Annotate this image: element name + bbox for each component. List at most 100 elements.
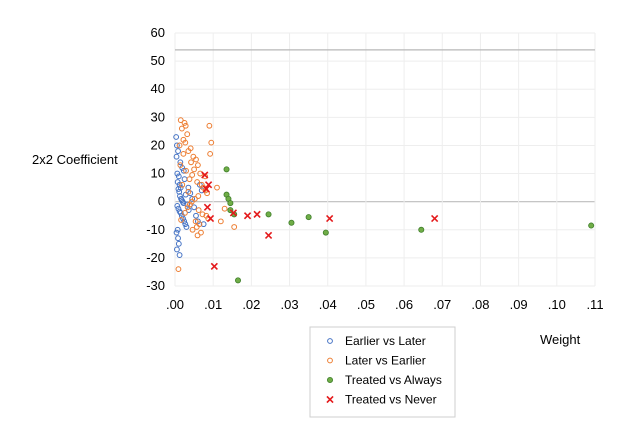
data-point xyxy=(588,222,595,229)
data-point xyxy=(181,218,188,225)
data-point xyxy=(229,209,238,217)
y-tick-label: -30 xyxy=(146,278,165,293)
legend-item: Treated vs Always xyxy=(326,373,442,387)
y-tick-label: -20 xyxy=(146,250,165,265)
data-point xyxy=(175,148,181,154)
data-point xyxy=(194,232,201,239)
data-point xyxy=(175,266,182,273)
data-point xyxy=(326,214,334,223)
data-point xyxy=(198,181,205,188)
series-layer xyxy=(173,117,595,284)
data-point xyxy=(253,210,261,218)
data-point xyxy=(326,376,333,383)
data-point xyxy=(180,200,187,206)
x-tick-label: .11 xyxy=(586,297,603,312)
y-tick-label: 30 xyxy=(151,109,165,124)
x-tick-label: .03 xyxy=(281,297,299,312)
data-point xyxy=(322,229,329,236)
x-tick-label: .04 xyxy=(319,297,337,312)
data-point xyxy=(180,167,187,174)
data-point xyxy=(174,226,181,233)
data-point xyxy=(195,162,201,169)
data-point xyxy=(201,171,209,179)
data-point xyxy=(184,131,191,138)
x-axis-title: Weight xyxy=(540,332,581,347)
series-3 xyxy=(201,171,439,270)
data-point xyxy=(176,142,183,149)
x-tick-label: .09 xyxy=(510,297,528,312)
data-point xyxy=(202,185,210,193)
data-point xyxy=(175,205,182,212)
x-tick-label: .00 xyxy=(166,297,184,312)
y-tick-label: 0 xyxy=(158,194,165,209)
data-point xyxy=(206,214,215,223)
data-point xyxy=(181,176,188,183)
data-point xyxy=(326,395,334,404)
data-point xyxy=(175,240,182,247)
data-point xyxy=(200,221,207,228)
data-point xyxy=(185,207,192,214)
legend-items: Earlier vs Later Later vs Earlier Treated … xyxy=(326,334,442,407)
data-point xyxy=(207,150,214,157)
data-point xyxy=(193,212,199,219)
data-point xyxy=(305,214,312,221)
data-point xyxy=(173,153,180,160)
data-point xyxy=(204,181,213,189)
data-point xyxy=(173,134,180,140)
data-point xyxy=(214,184,220,191)
data-point xyxy=(190,153,197,160)
data-point xyxy=(221,205,228,212)
x-tick-label: .07 xyxy=(433,297,451,312)
data-point xyxy=(178,125,185,132)
data-point xyxy=(178,217,185,223)
data-point xyxy=(176,252,183,258)
y-axis-title: 2x2 Coefficient xyxy=(32,152,118,167)
data-point xyxy=(234,277,241,284)
data-point xyxy=(179,181,186,188)
data-point xyxy=(188,159,194,166)
data-point xyxy=(203,203,212,211)
legend-item: Treated vs Never xyxy=(326,393,437,407)
data-point xyxy=(183,167,189,174)
data-point xyxy=(182,221,189,228)
data-point xyxy=(195,193,202,199)
data-point xyxy=(182,139,189,146)
grid-layer xyxy=(174,32,596,287)
series-2 xyxy=(223,166,595,284)
data-point xyxy=(174,202,181,209)
series-0 xyxy=(173,134,207,258)
data-point xyxy=(327,357,333,364)
x-tick-label: .08 xyxy=(471,297,489,312)
y-tick-label: 40 xyxy=(151,81,165,96)
x-axis-ticks: .00 .01 .02 .03 .04 .05 .06 .07 .08 .09 .10 .11 xyxy=(166,297,604,312)
data-point xyxy=(182,122,189,129)
y-tick-label: 50 xyxy=(151,53,165,68)
legend-label: Later vs Earlier xyxy=(345,354,426,368)
x-tick-label: .02 xyxy=(242,297,260,312)
data-point xyxy=(182,191,189,198)
data-point xyxy=(193,224,200,230)
data-point xyxy=(189,172,196,178)
data-point xyxy=(173,229,180,236)
data-point xyxy=(193,156,199,163)
legend-item: Earlier vs Later xyxy=(327,334,426,348)
data-point xyxy=(174,170,181,177)
legend-label: Earlier vs Later xyxy=(345,334,426,348)
x-tick-label: .05 xyxy=(357,297,375,312)
y-tick-label: -10 xyxy=(146,222,165,237)
data-point xyxy=(227,200,234,207)
y-tick-label: 10 xyxy=(151,166,165,181)
y-axis-ticks: -30 -20 -10 0 10 20 30 40 50 60 xyxy=(146,25,165,293)
legend-label: Treated vs Never xyxy=(345,393,437,407)
data-point xyxy=(177,162,184,169)
data-point xyxy=(184,204,191,211)
data-point xyxy=(175,235,181,242)
data-point xyxy=(194,179,201,185)
data-point xyxy=(177,159,184,166)
data-point xyxy=(210,262,218,270)
data-point xyxy=(327,338,333,344)
legend-frame xyxy=(309,326,456,418)
data-point xyxy=(199,211,206,218)
data-point xyxy=(174,246,180,253)
data-point xyxy=(223,166,230,173)
